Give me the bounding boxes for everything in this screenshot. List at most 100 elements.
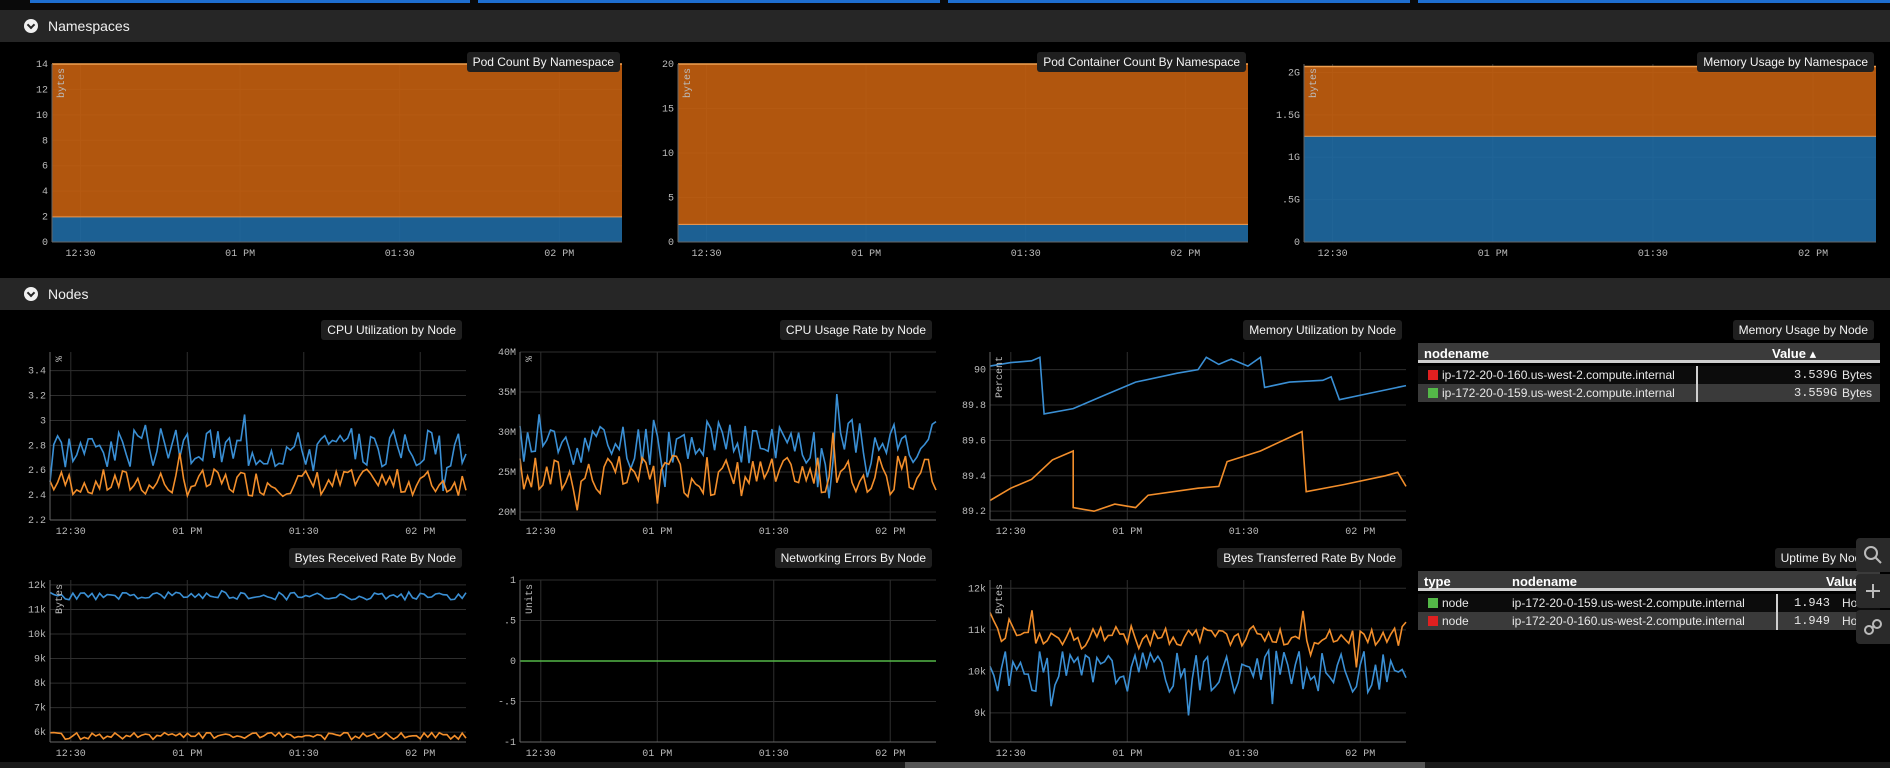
x-tick-label: 01:30 — [759, 749, 789, 760]
column-header-type[interactable]: type — [1424, 574, 1451, 589]
table-row[interactable]: node ip-172-20-0-159.us-west-2.compute.i… — [1418, 594, 1880, 612]
column-divider — [1776, 612, 1778, 630]
top-panel-edge — [1418, 0, 1890, 3]
panel-title[interactable]: Memory Usage by Node — [1732, 320, 1874, 340]
row-header-nodes[interactable]: Nodes — [0, 278, 1890, 310]
series-line — [989, 647, 1407, 716]
x-tick-label: 01:30 — [289, 749, 319, 760]
panel-pod-container-count[interactable]: 0 5 10 15 20 12:30 01 PM 01:30 02 PM bytes Pod Co… — [636, 52, 1252, 268]
horizontal-scrollbar[interactable] — [0, 762, 1890, 768]
table-row[interactable]: ip-172-20-0-159.us-west-2.compute.intern… — [1418, 384, 1880, 402]
y-tick-label: 2 — [42, 213, 48, 224]
top-strip — [0, 0, 1890, 12]
area-band — [678, 224, 1248, 242]
y-tick-label: 1G — [1288, 153, 1300, 164]
collapse-chevron-icon[interactable] — [24, 287, 38, 301]
x-tick-label: 12:30 — [65, 249, 95, 260]
x-tick-label: 02 PM — [875, 527, 905, 538]
x-tick-label: 01:30 — [1638, 249, 1668, 260]
link-icon[interactable] — [1856, 610, 1890, 644]
panel-cpu-usage-rate[interactable]: 20M 25M 30M 35M 40M 12:30 01 PM 01:30 02 PM% CPU… — [480, 320, 938, 540]
panel-title[interactable]: CPU Usage Rate by Node — [779, 320, 932, 340]
search-icon[interactable] — [1856, 538, 1890, 572]
table-row[interactable]: ip-172-20-0-160.us-west-2.compute.intern… — [1418, 366, 1880, 384]
x-tick-label: 12:30 — [996, 527, 1026, 538]
panel-title[interactable]: Bytes Transferred Rate By Node — [1217, 548, 1402, 568]
series-line — [989, 430, 1407, 513]
y-tick-label: 0 — [510, 657, 516, 668]
y-axis-label: bytes — [1308, 68, 1320, 98]
area-band — [52, 64, 622, 217]
column-header-nodename[interactable]: nodename — [1424, 346, 1490, 361]
x-tick-label: 02 PM — [1170, 249, 1200, 260]
row-value: 3.559G — [1794, 386, 1838, 400]
series-swatch — [1428, 616, 1438, 626]
x-tick-label: 01 PM — [851, 249, 881, 260]
x-tick-label: 12:30 — [56, 527, 86, 538]
bytes-received-chart: 6k 7k 8k 9k 10k 11k 12k 12:30 01 PM 01:30 02 PM Byt… — [28, 580, 467, 760]
series-line — [519, 394, 937, 499]
column-header-value[interactable]: Value ▴ — [1772, 346, 1817, 361]
panel-memory-usage-namespace[interactable]: 0 .5G 1G 1.5G 2G 12:30 01 PM 01:30 02 PM bytes Me… — [1262, 52, 1880, 268]
add-icon[interactable] — [1856, 574, 1890, 608]
row-value: 3.539G — [1794, 368, 1838, 382]
series-line — [989, 355, 1407, 415]
row-title: Namespaces — [48, 18, 130, 34]
panel-title[interactable]: CPU Utilization by Node — [321, 320, 462, 340]
y-tick-label: 2G — [1288, 68, 1300, 79]
row-header-namespaces[interactable]: Namespaces — [0, 10, 1890, 42]
x-tick-label: 01 PM — [172, 527, 202, 538]
row-title: Nodes — [48, 286, 89, 302]
panel-title[interactable]: Uptime By Node — [1774, 548, 1874, 568]
panel-memory-usage-node[interactable]: Memory Usage by Node nodename Value ▴ ip… — [1418, 320, 1880, 540]
y-tick-label: 2.4 — [28, 491, 46, 502]
row-type: node — [1442, 596, 1469, 610]
scrollbar-thumb[interactable] — [905, 762, 1425, 768]
top-panel-edge — [478, 0, 940, 3]
y-tick-label: 89.8 — [962, 401, 986, 412]
y-tick-label: 12k — [28, 580, 46, 592]
y-tick-label: 8k — [34, 678, 46, 690]
networking-errors-chart: -1 -.5 0 .5 1 12:30 01 PM 01:30 02 PM Units — [498, 576, 936, 760]
series-swatch — [1428, 388, 1438, 398]
collapse-chevron-icon[interactable] — [24, 19, 38, 33]
x-tick-label: 02 PM — [544, 249, 574, 260]
y-tick-label: 89.6 — [962, 436, 986, 447]
x-tick-label: 12:30 — [526, 527, 556, 538]
row-value: 1.949 — [1794, 614, 1831, 628]
panel-title[interactable]: Pod Container Count By Namespace — [1037, 52, 1246, 72]
table-row[interactable]: node ip-172-20-0-160.us-west-2.compute.i… — [1418, 612, 1880, 630]
panel-uptime[interactable]: Uptime By Node type nodename Value ▴ nod… — [1418, 548, 1880, 762]
x-tick-label: 01:30 — [1229, 749, 1259, 760]
side-toolbar — [1856, 538, 1890, 646]
series-line — [519, 432, 937, 511]
panel-title[interactable]: Memory Usage by Namespace — [1697, 52, 1874, 72]
panel-title[interactable]: Pod Count By Namespace — [466, 52, 620, 72]
panel-bytes-transferred[interactable]: 9k 10k 11k 12k 12:30 01 PM 01:30 02 PM Bytes Byt… — [950, 548, 1408, 762]
x-tick-label: 12:30 — [1318, 249, 1348, 260]
y-tick-label: 10k — [28, 629, 46, 641]
column-header-nodename[interactable]: nodename — [1512, 574, 1578, 589]
y-tick-label: 20M — [498, 508, 516, 519]
y-tick-label: 0 — [42, 238, 48, 249]
x-tick-label: 01 PM — [1112, 749, 1142, 760]
y-tick-label: 0 — [1294, 238, 1300, 249]
x-tick-label: 01:30 — [759, 527, 789, 538]
y-tick-label: 12k — [968, 583, 986, 595]
panel-title[interactable]: Networking Errors By Node — [774, 548, 932, 568]
panel-title[interactable]: Bytes Received Rate By Node — [288, 548, 462, 568]
panel-networking-errors[interactable]: -1 -.5 0 .5 1 12:30 01 PM 01:30 02 PM Units Netwo… — [480, 548, 938, 762]
y-tick-label: 10k — [968, 666, 986, 678]
panel-title[interactable]: Memory Utilization by Node — [1243, 320, 1402, 340]
x-tick-label: 01 PM — [172, 749, 202, 760]
series-line — [49, 731, 467, 741]
y-axis-label: Bytes — [55, 584, 66, 614]
panel-memory-utilization[interactable]: 89.2 89.4 89.6 89.8 90 12:30 01 PM 01:30 02 PM Pe… — [950, 320, 1408, 540]
y-axis-label: Percent — [995, 356, 1006, 398]
y-tick-label: 0 — [668, 238, 674, 249]
column-divider — [1696, 366, 1698, 384]
panel-pod-count[interactable]: 0 2 4 6 8 10 12 14 12:30 01 PM 01:30 02 PM bytes Pod… — [10, 52, 626, 268]
panel-bytes-received[interactable]: 6k 7k 8k 9k 10k 11k 12k 12:30 01 PM 01:30 02 PM Byt… — [10, 548, 468, 762]
area-band — [1304, 136, 1876, 242]
panel-cpu-utilization[interactable]: 2.2 2.4 2.6 2.8 3 3.2 3.4 12:30 01 PM 01:30 02 PM%… — [10, 320, 468, 540]
